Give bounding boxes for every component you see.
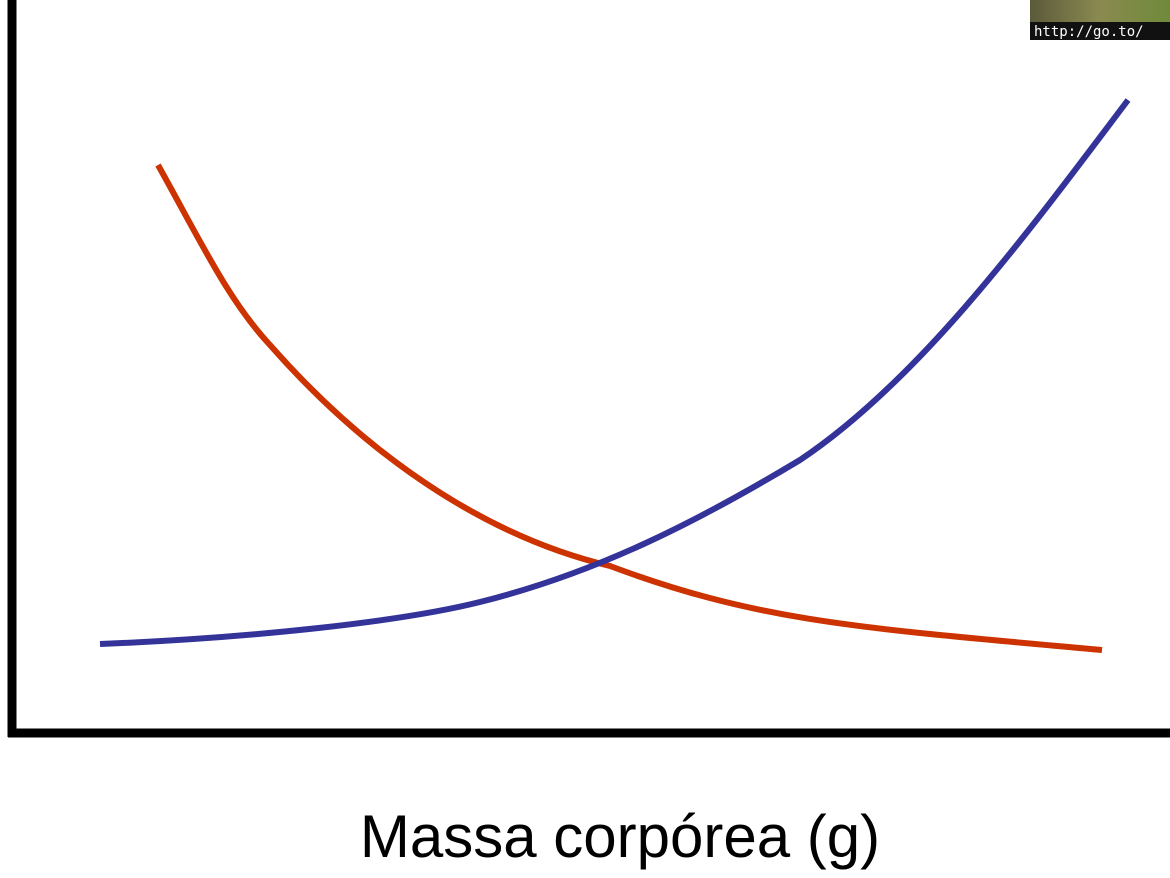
diagram: http://go.to/ Massa corpórea (g) <box>0 0 1170 878</box>
blue-curve <box>100 100 1128 644</box>
watermark: http://go.to/ <box>1034 24 1144 40</box>
red-curve <box>158 165 1102 650</box>
watermark-image <box>1030 0 1170 24</box>
axis-label: Massa corpórea (g) <box>360 803 880 870</box>
page: http://go.to/ Massa corpórea (g) (() => … <box>0 0 1170 878</box>
